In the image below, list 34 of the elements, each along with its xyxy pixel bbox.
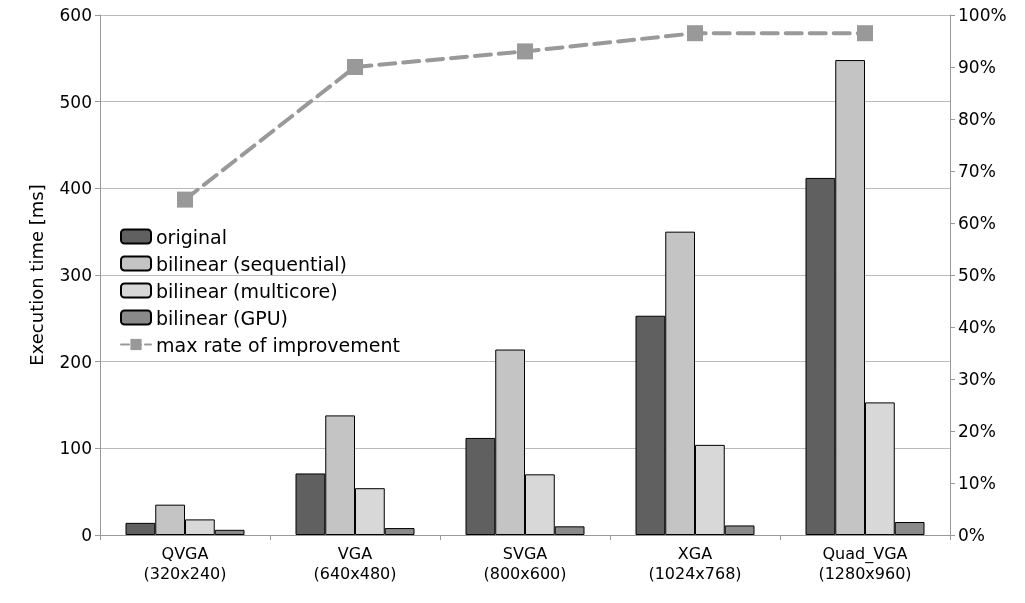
- y-tick-label: 100: [59, 438, 92, 459]
- y-tick-label: 400: [59, 178, 92, 199]
- y2-tick-label: 40%: [958, 317, 996, 337]
- y-tick-label: 600: [59, 5, 92, 25]
- legend-label: bilinear (multicore): [156, 279, 338, 302]
- y2-tick-label: 30%: [958, 369, 996, 389]
- point: [687, 25, 703, 42]
- y-tick-label: 0: [81, 525, 92, 545]
- y2-tick-label: 0%: [958, 525, 985, 545]
- x-tick-label: QVGA (320x240): [143, 543, 227, 583]
- y-tick-label: 200: [59, 351, 92, 372]
- y2-tick-label: 60%: [958, 213, 996, 233]
- legend-label: bilinear (GPU): [156, 306, 289, 329]
- x-tick-label: SVGA (800x600): [483, 543, 567, 583]
- x-tick-label: Quad_VGA (1280x960): [818, 543, 912, 583]
- y-tick-label: 300: [59, 265, 92, 285]
- legend-label: original: [156, 225, 228, 248]
- legend-label: bilinear (sequential): [156, 252, 348, 275]
- x-tick-label: VGA (640x480): [313, 543, 397, 583]
- y2-tick-label: 90%: [958, 57, 996, 77]
- y2-tick-label: 80%: [958, 109, 996, 129]
- legend-label: max rate of improvement: [156, 333, 400, 356]
- y2-tick-label: 50%: [958, 265, 996, 285]
- point: [347, 59, 363, 75]
- x-tick-label: XGA (1024x768): [648, 543, 742, 583]
- y2-tick-label: 20%: [958, 421, 996, 441]
- point: [177, 191, 193, 208]
- point: [517, 43, 533, 60]
- y2-tick-label: 100%: [958, 5, 1007, 25]
- y2-tick-label: 10%: [958, 473, 996, 493]
- y-tick-label: 500: [59, 91, 92, 112]
- point: [857, 25, 873, 42]
- y2-tick-label: 70%: [958, 161, 996, 181]
- y-axis-title: Execution time [ms]: [25, 184, 47, 366]
